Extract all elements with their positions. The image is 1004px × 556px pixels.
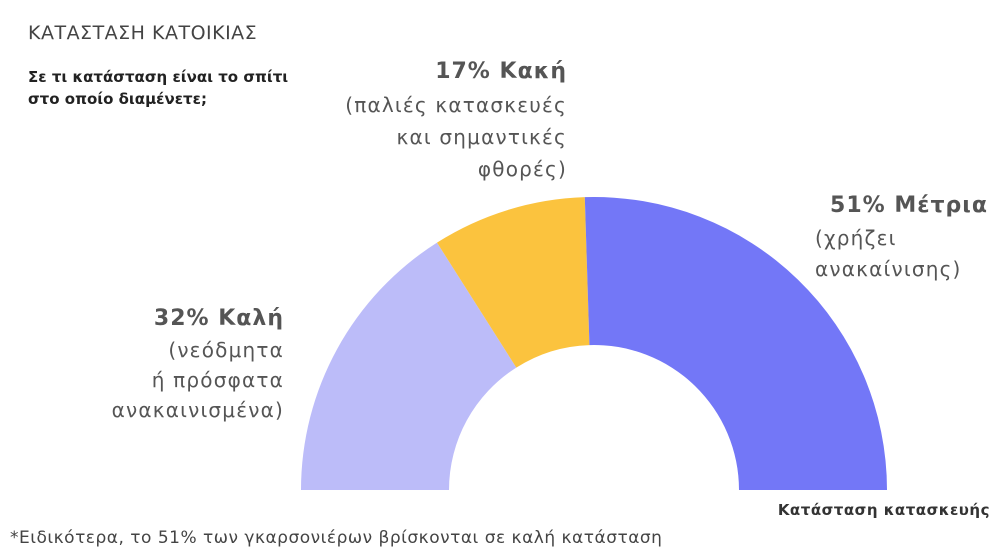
slice-description: φθορές) bbox=[478, 157, 567, 181]
slice-label: 32% Καλή bbox=[154, 306, 284, 331]
slice bbox=[301, 242, 517, 490]
category-label: Κακή bbox=[500, 59, 567, 84]
category-label: Μέτρια bbox=[894, 193, 988, 218]
slice-description: ή πρόσφατα bbox=[152, 368, 284, 392]
slice-description: (παλιές κατασκευές bbox=[345, 93, 567, 117]
slice bbox=[584, 197, 887, 490]
footnote: *Ειδικότερα, το 51% των γκαρσονιέρων βρί… bbox=[10, 528, 662, 548]
caption: Κατάσταση κατασκευής bbox=[778, 501, 990, 519]
chart-title: ΚΑΤΑΣΤΑΣΗ ΚΑΤΟΙΚΙΑΣ bbox=[28, 22, 257, 44]
category-label: Καλή bbox=[218, 306, 284, 331]
slice-description: ανακαίνισης) bbox=[815, 257, 962, 281]
subtitle: στο οποίο διαμένετε; bbox=[28, 90, 207, 108]
slice-description: ανακαινισμένα) bbox=[112, 398, 284, 422]
slice bbox=[437, 197, 590, 368]
value-label: 51% bbox=[830, 193, 886, 218]
slice-label: 51% Μέτρια bbox=[830, 193, 988, 218]
slice-description: (νεόδμητα bbox=[168, 338, 284, 362]
slice-description: (χρήζει bbox=[815, 226, 897, 250]
slice-label: 17% Κακή bbox=[435, 59, 567, 84]
value-label: 17% bbox=[435, 59, 491, 84]
value-label: 32% bbox=[154, 306, 210, 331]
subtitle: Σε τι κατάσταση είναι το σπίτι bbox=[28, 68, 288, 86]
slice-description: και σημαντικές bbox=[397, 125, 567, 149]
